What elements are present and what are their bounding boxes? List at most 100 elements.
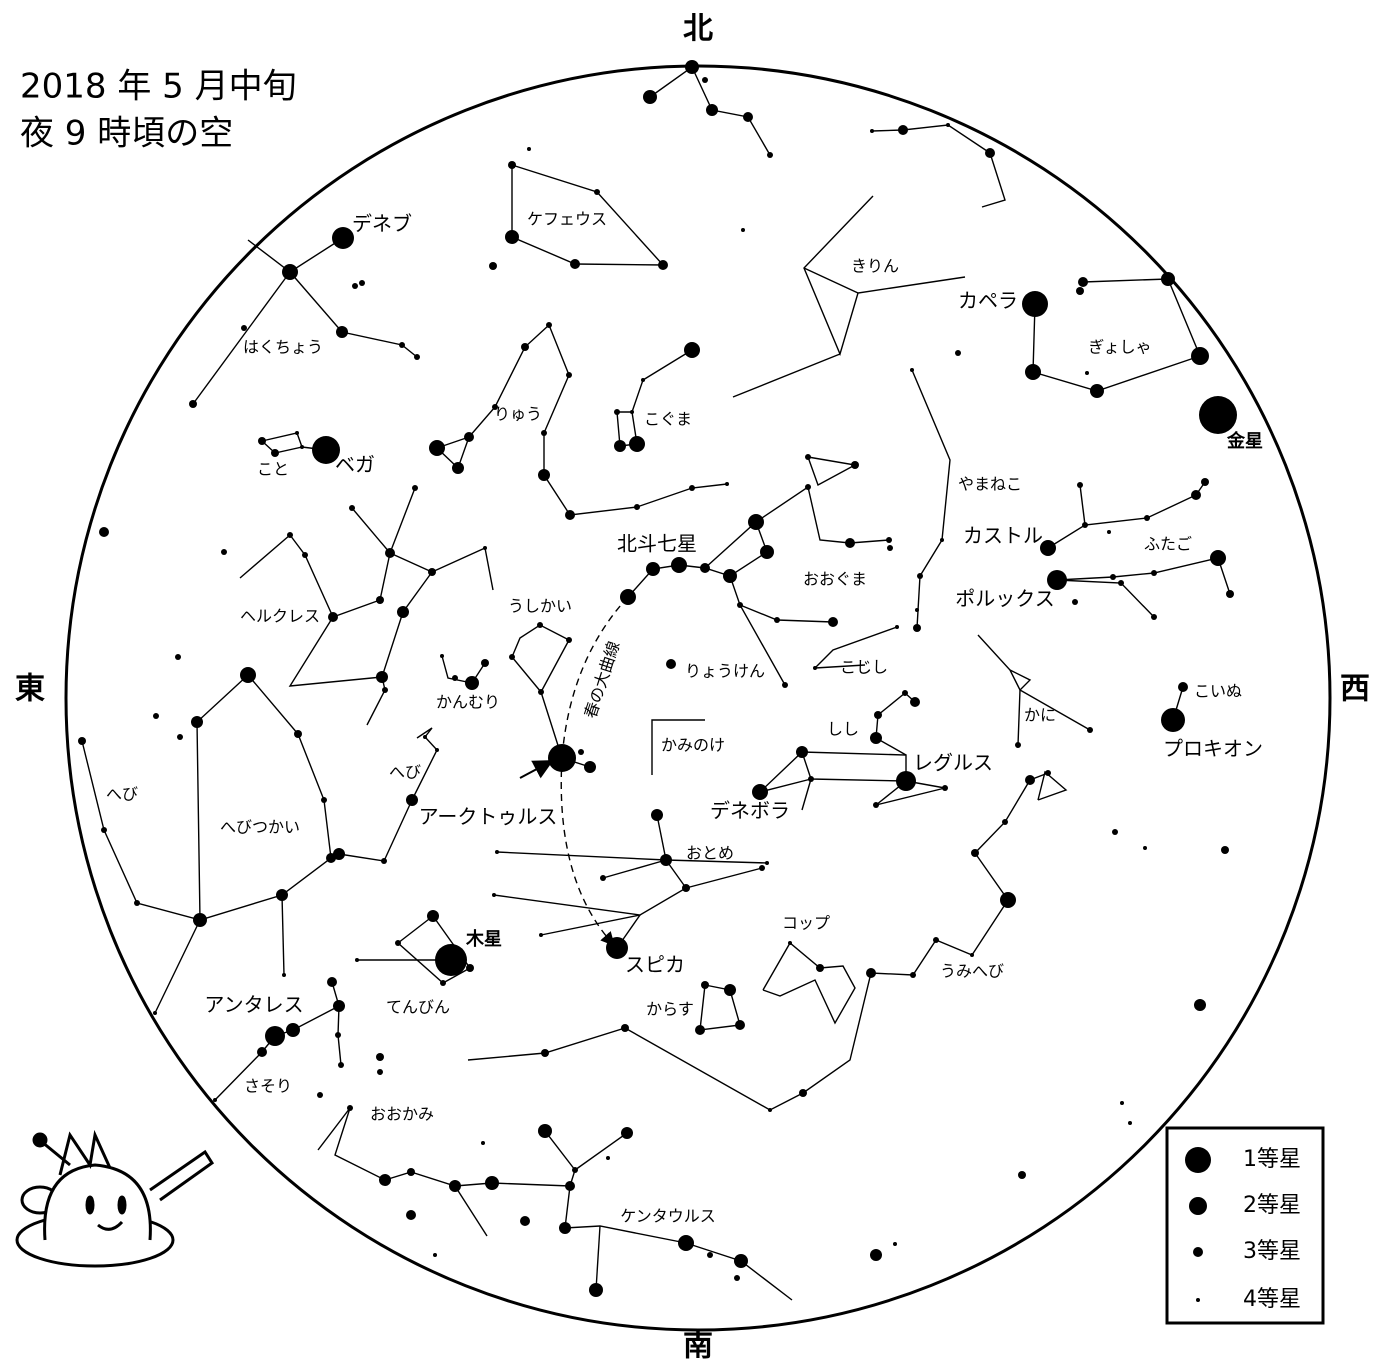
star: [828, 617, 838, 627]
star: [643, 90, 657, 104]
star: [689, 485, 695, 491]
star: [295, 431, 299, 435]
star: [760, 545, 774, 559]
star-label: レグルス: [913, 751, 993, 775]
constellation-label: おおぐま: [803, 570, 867, 589]
star: [464, 432, 474, 442]
star: [866, 968, 876, 978]
star: [1107, 530, 1111, 534]
star: [483, 546, 487, 550]
star: [805, 454, 811, 460]
star: [870, 1249, 882, 1261]
star: [887, 545, 893, 551]
star: [333, 1000, 345, 1012]
star: [335, 1032, 341, 1038]
star: [352, 283, 358, 289]
star: [492, 893, 496, 897]
star: [538, 1124, 552, 1138]
star: [1002, 819, 1008, 825]
star: [1072, 599, 1078, 605]
star: [768, 1108, 772, 1112]
star: [1226, 590, 1234, 598]
star: [816, 964, 824, 972]
star: [724, 984, 736, 996]
star: [509, 654, 515, 660]
star: [933, 937, 939, 943]
direction-label: 南: [683, 1329, 713, 1363]
star: [620, 589, 636, 605]
legend-label: 4等星: [1243, 1287, 1301, 1312]
star-label: アークトゥルス: [419, 805, 558, 829]
star: [495, 850, 499, 854]
star: [566, 637, 572, 643]
star: [1018, 1171, 1026, 1179]
star: [1118, 580, 1124, 586]
star: [433, 1253, 437, 1257]
star: [423, 735, 427, 739]
star: [940, 538, 944, 542]
star: [538, 689, 544, 695]
star: [286, 1023, 300, 1037]
star: [379, 1174, 391, 1186]
star: [326, 853, 336, 863]
star: [570, 259, 580, 269]
star: [435, 748, 439, 752]
star: [414, 354, 420, 360]
star: [385, 548, 395, 558]
star: [1128, 1121, 1132, 1125]
star: [359, 280, 365, 286]
star: [1199, 396, 1237, 434]
star-label: スピカ: [625, 953, 685, 977]
planet-label: 金星: [1226, 430, 1263, 452]
star: [651, 809, 663, 821]
constellation-label: コップ: [782, 914, 830, 933]
star: [347, 1105, 353, 1111]
constellation-label: ケンタウルス: [620, 1207, 716, 1226]
constellation-label: かんむり: [436, 693, 500, 712]
star: [565, 510, 575, 520]
constellation-label: やまねこ: [958, 475, 1022, 494]
star: [78, 737, 86, 745]
constellation-label: こぐま: [644, 410, 692, 429]
star: [1221, 846, 1229, 854]
star-label: 北斗七星: [617, 532, 697, 556]
star: [971, 849, 979, 857]
constellation-label: うしかい: [508, 597, 572, 616]
star: [748, 514, 764, 530]
star: [429, 440, 445, 456]
star: [606, 1156, 610, 1160]
star: [1078, 277, 1088, 287]
star: [782, 682, 788, 688]
constellation-label: からす: [646, 1000, 694, 1019]
star: [870, 129, 874, 133]
legend-label: 2等星: [1243, 1193, 1301, 1218]
star-label: プロキオン: [1163, 737, 1263, 761]
star: [1191, 347, 1209, 365]
star: [381, 858, 387, 864]
star: [1151, 570, 1157, 576]
star: [898, 125, 908, 135]
star: [336, 326, 348, 338]
star: [407, 1168, 415, 1176]
star: [276, 889, 288, 901]
star-label: デネボラ: [710, 799, 790, 823]
star: [287, 532, 293, 538]
star: [1087, 727, 1093, 733]
star: [440, 654, 444, 658]
star: [1201, 478, 1209, 486]
constellation-label: こじし: [840, 658, 888, 677]
star: [734, 1254, 748, 1268]
star: [1178, 682, 1188, 692]
star: [678, 1235, 694, 1251]
constellation-label: はくちょう: [243, 338, 323, 357]
constellation-label: かに: [1024, 706, 1056, 725]
star: [902, 690, 908, 696]
star: [813, 666, 817, 670]
star: [873, 802, 879, 808]
constellation-label: ケフェウス: [527, 210, 607, 229]
star: [734, 1275, 740, 1281]
star: [788, 941, 792, 945]
star: [189, 400, 197, 408]
star: [481, 1141, 485, 1145]
star: [634, 504, 640, 510]
